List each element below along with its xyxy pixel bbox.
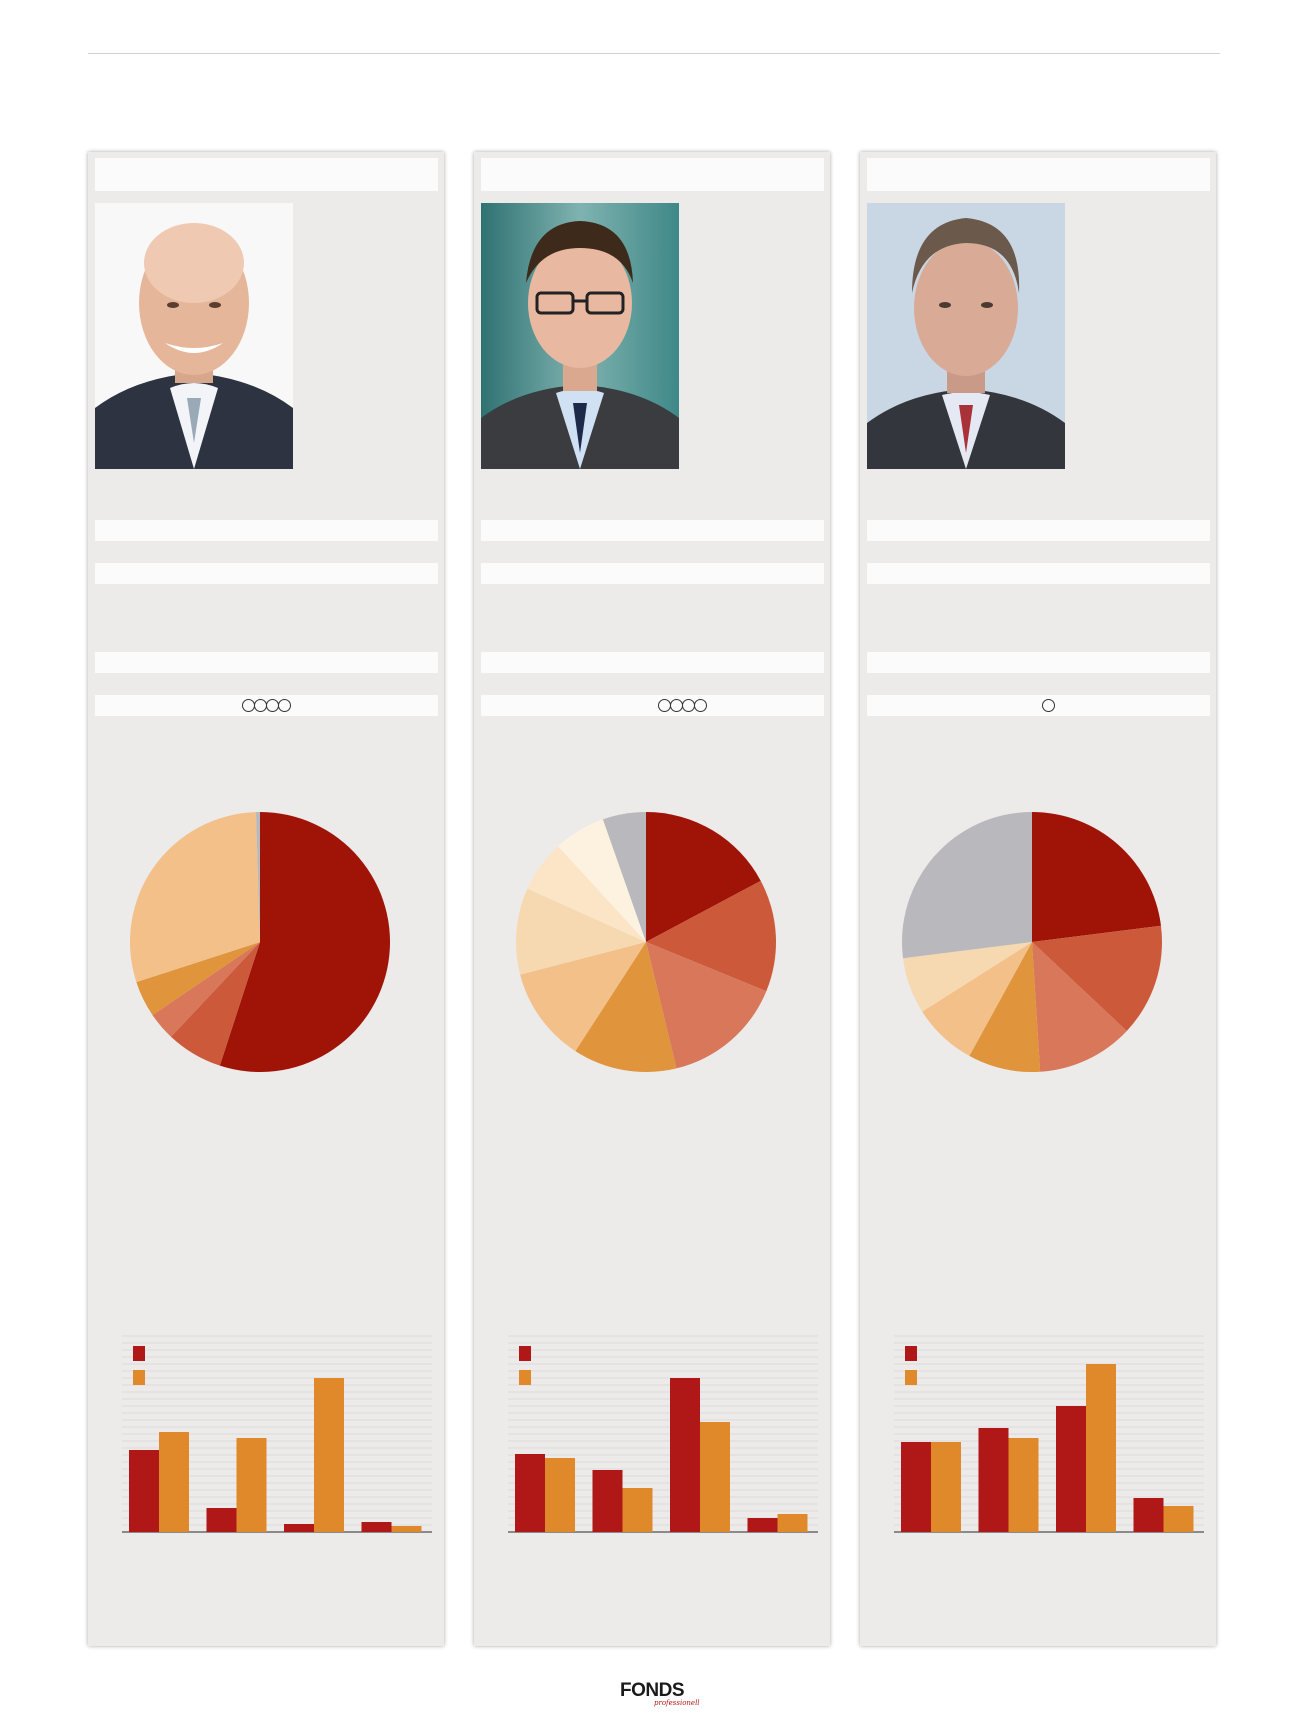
bar-series-a xyxy=(284,1524,314,1532)
bar-series-b xyxy=(777,1514,808,1532)
bar-series-b xyxy=(314,1378,344,1532)
rating-circle xyxy=(265,699,279,712)
bar-series-b xyxy=(236,1438,267,1532)
fund-manager-panel-3 xyxy=(860,152,1216,1646)
pie-slice xyxy=(152,942,260,1037)
logo-text: FONDS xyxy=(620,1680,685,1701)
rating-circles xyxy=(241,699,291,712)
pie-slice xyxy=(922,942,1032,1056)
legend-swatch-series-a xyxy=(133,1346,145,1361)
panel-title-bar xyxy=(867,158,1210,191)
info-bar-1 xyxy=(95,520,438,541)
bar-series-b xyxy=(622,1488,653,1532)
rating-circle xyxy=(657,699,671,712)
pie-slice xyxy=(129,812,260,983)
performance-bar-chart xyxy=(122,1335,432,1533)
rating-circle xyxy=(669,699,683,712)
legend-swatch-series-b xyxy=(133,1370,145,1385)
rating-circles xyxy=(657,699,707,712)
publication-logo: FONDS professionell xyxy=(620,1680,700,1708)
bar-series-b xyxy=(391,1526,422,1532)
pie-slice xyxy=(575,942,677,1072)
pie-slice xyxy=(903,942,1032,1012)
rating-bar xyxy=(867,695,1210,716)
info-bar-2 xyxy=(481,563,824,584)
bar-series-a xyxy=(1133,1498,1164,1532)
pie-slice xyxy=(646,942,767,1069)
rating-bar xyxy=(481,695,824,716)
info-bar-2 xyxy=(867,563,1210,584)
info-bar-2 xyxy=(95,563,438,584)
manager-portrait-photo xyxy=(481,203,679,469)
pie-slice xyxy=(527,846,646,942)
bar-series-a xyxy=(361,1522,392,1532)
bar-series-a xyxy=(129,1450,159,1532)
info-bar-1 xyxy=(481,520,824,541)
pie-slice xyxy=(219,812,390,1072)
bar-series-b xyxy=(700,1422,730,1532)
rating-circle xyxy=(681,699,695,712)
rating-circle xyxy=(253,699,267,712)
manager-portrait-photo xyxy=(95,203,293,469)
pie-slice xyxy=(1032,925,1162,1031)
allocation-pie-chart xyxy=(516,812,776,1072)
panel-title-bar xyxy=(95,158,438,191)
bar-series-a xyxy=(592,1470,623,1532)
pie-slice xyxy=(646,812,761,942)
pie-slice xyxy=(171,942,260,1066)
performance-bar-chart xyxy=(508,1335,818,1533)
bar-series-a xyxy=(901,1442,931,1532)
pie-slice xyxy=(516,888,646,975)
rating-circle xyxy=(241,699,255,712)
bar-series-b xyxy=(931,1442,961,1532)
legend-swatch-series-b xyxy=(905,1370,917,1385)
rating-circle xyxy=(277,699,291,712)
fund-manager-panel-2 xyxy=(474,152,830,1646)
pie-slice xyxy=(602,812,646,942)
allocation-pie-chart xyxy=(129,812,390,1072)
bar-series-b xyxy=(1163,1506,1194,1532)
rating-bar xyxy=(95,695,438,716)
pie-slice xyxy=(520,942,646,1052)
bar-series-a xyxy=(206,1508,237,1532)
legend-swatch-series-a xyxy=(519,1346,531,1361)
bar-series-b xyxy=(159,1432,189,1532)
info-bar-3 xyxy=(95,652,438,673)
performance-bar-chart xyxy=(894,1335,1204,1533)
fund-manager-panel-1 xyxy=(88,152,444,1646)
panel-title-bar xyxy=(481,158,824,191)
legend-swatch-series-a xyxy=(905,1346,917,1361)
info-bar-3 xyxy=(867,652,1210,673)
manager-portrait-photo xyxy=(867,203,1065,469)
allocation-pie-chart xyxy=(902,812,1162,1072)
bar-series-b xyxy=(1086,1364,1116,1532)
pie-slice xyxy=(646,880,776,992)
logo-subtext: professionell xyxy=(654,1699,700,1707)
pie-slice xyxy=(969,942,1041,1072)
pie-slice xyxy=(902,812,1032,959)
rating-circle xyxy=(693,699,707,712)
bar-series-a xyxy=(978,1428,1009,1532)
legend-swatch-series-b xyxy=(519,1370,531,1385)
pie-slice xyxy=(1032,812,1161,942)
info-bar-1 xyxy=(867,520,1210,541)
info-bar-3 xyxy=(481,652,824,673)
bar-series-b xyxy=(545,1458,575,1532)
bar-series-a xyxy=(670,1378,700,1532)
pie-slice xyxy=(558,819,646,942)
rating-circles xyxy=(1041,699,1055,712)
pie-slice xyxy=(255,812,260,942)
rating-circle xyxy=(1041,699,1055,712)
bar-series-a xyxy=(515,1454,545,1532)
top-rule xyxy=(88,53,1220,54)
bar-series-b xyxy=(1008,1438,1039,1532)
bar-series-a xyxy=(747,1518,778,1532)
pie-slice xyxy=(136,942,260,1016)
bar-series-a xyxy=(1056,1406,1086,1532)
pie-slice xyxy=(1032,942,1127,1072)
